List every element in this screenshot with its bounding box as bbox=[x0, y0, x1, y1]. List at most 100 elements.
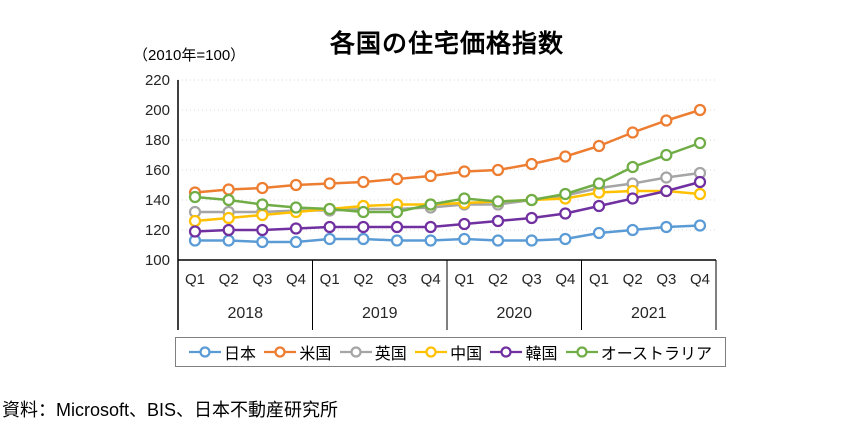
series-line-日本 bbox=[195, 224, 701, 244]
data-point-marker-韓国 bbox=[458, 217, 471, 231]
data-point-marker-中国 bbox=[222, 211, 235, 225]
x-axis-quarter-label: Q2 bbox=[353, 271, 373, 288]
data-point-marker-米国 bbox=[693, 103, 707, 117]
data-point-marker-オーストラリア bbox=[592, 177, 606, 190]
data-point-marker-日本 bbox=[559, 232, 572, 246]
legend-item-label: 英国 bbox=[374, 346, 407, 363]
data-point-marker-オーストラリア bbox=[188, 190, 202, 204]
data-point-marker-日本 bbox=[592, 226, 606, 240]
data-point-marker-オーストラリア bbox=[559, 187, 572, 201]
data-point-marker-米国 bbox=[357, 175, 370, 189]
data-point-marker-米国 bbox=[458, 165, 471, 178]
data-point-marker-韓国 bbox=[626, 192, 639, 205]
data-point-marker-米国 bbox=[222, 183, 235, 196]
data-point-marker-オーストラリア bbox=[323, 202, 336, 216]
data-point-marker-日本 bbox=[390, 234, 404, 247]
x-axis-quarter-label: Q4 bbox=[555, 271, 575, 288]
data-point-marker-米国 bbox=[424, 169, 437, 183]
data-point-marker-オーストラリア bbox=[626, 160, 639, 174]
x-axis-quarter-label: Q1 bbox=[320, 271, 340, 288]
data-point-marker-オーストラリア bbox=[222, 193, 235, 207]
y-axis-tick-label: 120 bbox=[145, 222, 170, 239]
data-point-marker-オーストラリア bbox=[458, 192, 471, 205]
legend-series-marker-icon bbox=[490, 346, 523, 358]
data-point-marker-日本 bbox=[660, 220, 673, 234]
legend-item-英国: 英国 bbox=[339, 340, 407, 364]
legend-item-label: 中国 bbox=[450, 346, 483, 363]
legend-item-日本: 日本 bbox=[189, 340, 256, 364]
housing-price-line-chart: 100 120 140 160 180 200 220 Q1 Q2 Q3 Q4 Q1 Q2 Q3 Q4 Q1 Q… bbox=[145, 72, 717, 330]
x-axis-quarter-label: Q2 bbox=[219, 271, 239, 288]
x-axis-quarter-label: Q3 bbox=[522, 271, 542, 288]
series-line-中国 bbox=[194, 189, 701, 223]
data-point-marker-オーストラリア bbox=[491, 195, 505, 208]
x-axis-quarter-label: Q2 bbox=[623, 271, 643, 288]
data-point-marker-日本 bbox=[323, 232, 336, 246]
legend-series-marker-icon bbox=[565, 346, 598, 358]
x-axis-quarter-label: Q3 bbox=[656, 271, 676, 288]
data-point-marker-オーストラリア bbox=[256, 198, 269, 211]
series-line-韓国 bbox=[194, 180, 701, 233]
data-point-marker-日本 bbox=[693, 219, 707, 232]
x-axis-quarter-label: Q4 bbox=[286, 271, 306, 288]
x-axis-quarter-label: Q3 bbox=[252, 271, 272, 288]
data-point-marker-オーストラリア bbox=[693, 136, 707, 150]
legend-series-marker-icon bbox=[264, 346, 297, 358]
legend-item-オーストラリア: オーストラリア bbox=[565, 340, 712, 364]
legend-series-marker-icon bbox=[339, 346, 372, 358]
source-note: 資料：Microsoft、BIS、日本不動産研究所 bbox=[2, 400, 339, 420]
legend-item-label: オーストラリア bbox=[600, 346, 712, 363]
x-axis-quarter-label: Q1 bbox=[185, 271, 205, 288]
y-axis-tick-label: 220 bbox=[145, 72, 170, 89]
data-point-marker-韓国 bbox=[222, 223, 235, 237]
data-point-marker-韓国 bbox=[559, 207, 572, 220]
data-point-marker-米国 bbox=[390, 172, 404, 186]
data-point-marker-米国 bbox=[256, 181, 269, 195]
y-axis-tick-label: 180 bbox=[145, 132, 170, 149]
data-point-marker-中国 bbox=[188, 214, 202, 228]
data-point-marker-韓国 bbox=[424, 220, 437, 234]
series-line-米国 bbox=[194, 108, 701, 194]
x-axis-quarter-label: Q3 bbox=[387, 271, 407, 288]
data-point-marker-韓国 bbox=[525, 211, 538, 225]
legend-series-marker-icon bbox=[189, 346, 221, 358]
data-point-marker-韓国 bbox=[693, 175, 707, 189]
data-point-marker-オーストラリア bbox=[424, 198, 437, 211]
legend-item-label: 日本 bbox=[224, 346, 257, 363]
data-point-marker-中国 bbox=[256, 208, 269, 222]
data-point-marker-オーストラリア bbox=[289, 201, 303, 214]
chart-title: 各国の住宅価格指数 bbox=[329, 30, 564, 58]
data-point-marker-中国 bbox=[693, 187, 707, 201]
data-point-marker-韓国 bbox=[592, 199, 606, 213]
data-point-marker-米国 bbox=[491, 163, 505, 177]
y-axis-tick-label: 200 bbox=[145, 102, 170, 119]
data-point-marker-韓国 bbox=[188, 225, 202, 238]
x-axis-quarter-label: Q2 bbox=[488, 271, 508, 288]
data-point-marker-韓国 bbox=[660, 184, 673, 198]
data-point-marker-日本 bbox=[289, 235, 303, 249]
x-axis-quarter-label: Q1 bbox=[454, 271, 474, 288]
data-point-marker-日本 bbox=[626, 223, 639, 237]
data-point-marker-米国 bbox=[323, 177, 336, 190]
data-point-marker-韓国 bbox=[491, 214, 505, 228]
series-line-英国 bbox=[195, 171, 701, 214]
data-point-marker-米国 bbox=[592, 139, 606, 153]
x-axis-year-label: 2021 bbox=[631, 305, 667, 322]
y-axis-tick-label: 100 bbox=[145, 252, 170, 269]
data-point-marker-韓国 bbox=[323, 220, 336, 234]
data-point-marker-米国 bbox=[559, 150, 572, 163]
data-point-marker-オーストラリア bbox=[525, 193, 538, 207]
data-point-marker-日本 bbox=[222, 234, 235, 247]
legend: 日本 米国 英国 中国 韓国 オーストラリア bbox=[175, 337, 726, 367]
x-axis-year-label: 2018 bbox=[227, 305, 263, 322]
x-axis-quarter-label: Q4 bbox=[690, 271, 710, 288]
x-axis-year-label: 2020 bbox=[496, 305, 532, 322]
x-axis-year-label: 2019 bbox=[362, 305, 398, 322]
legend-item-label: 韓国 bbox=[525, 346, 558, 363]
data-point-marker-オーストラリア bbox=[390, 205, 404, 219]
data-point-marker-韓国 bbox=[289, 222, 303, 235]
x-axis-quarter-label: Q1 bbox=[589, 271, 609, 288]
data-point-marker-韓国 bbox=[390, 220, 404, 234]
data-point-marker-オーストラリア bbox=[660, 148, 673, 162]
